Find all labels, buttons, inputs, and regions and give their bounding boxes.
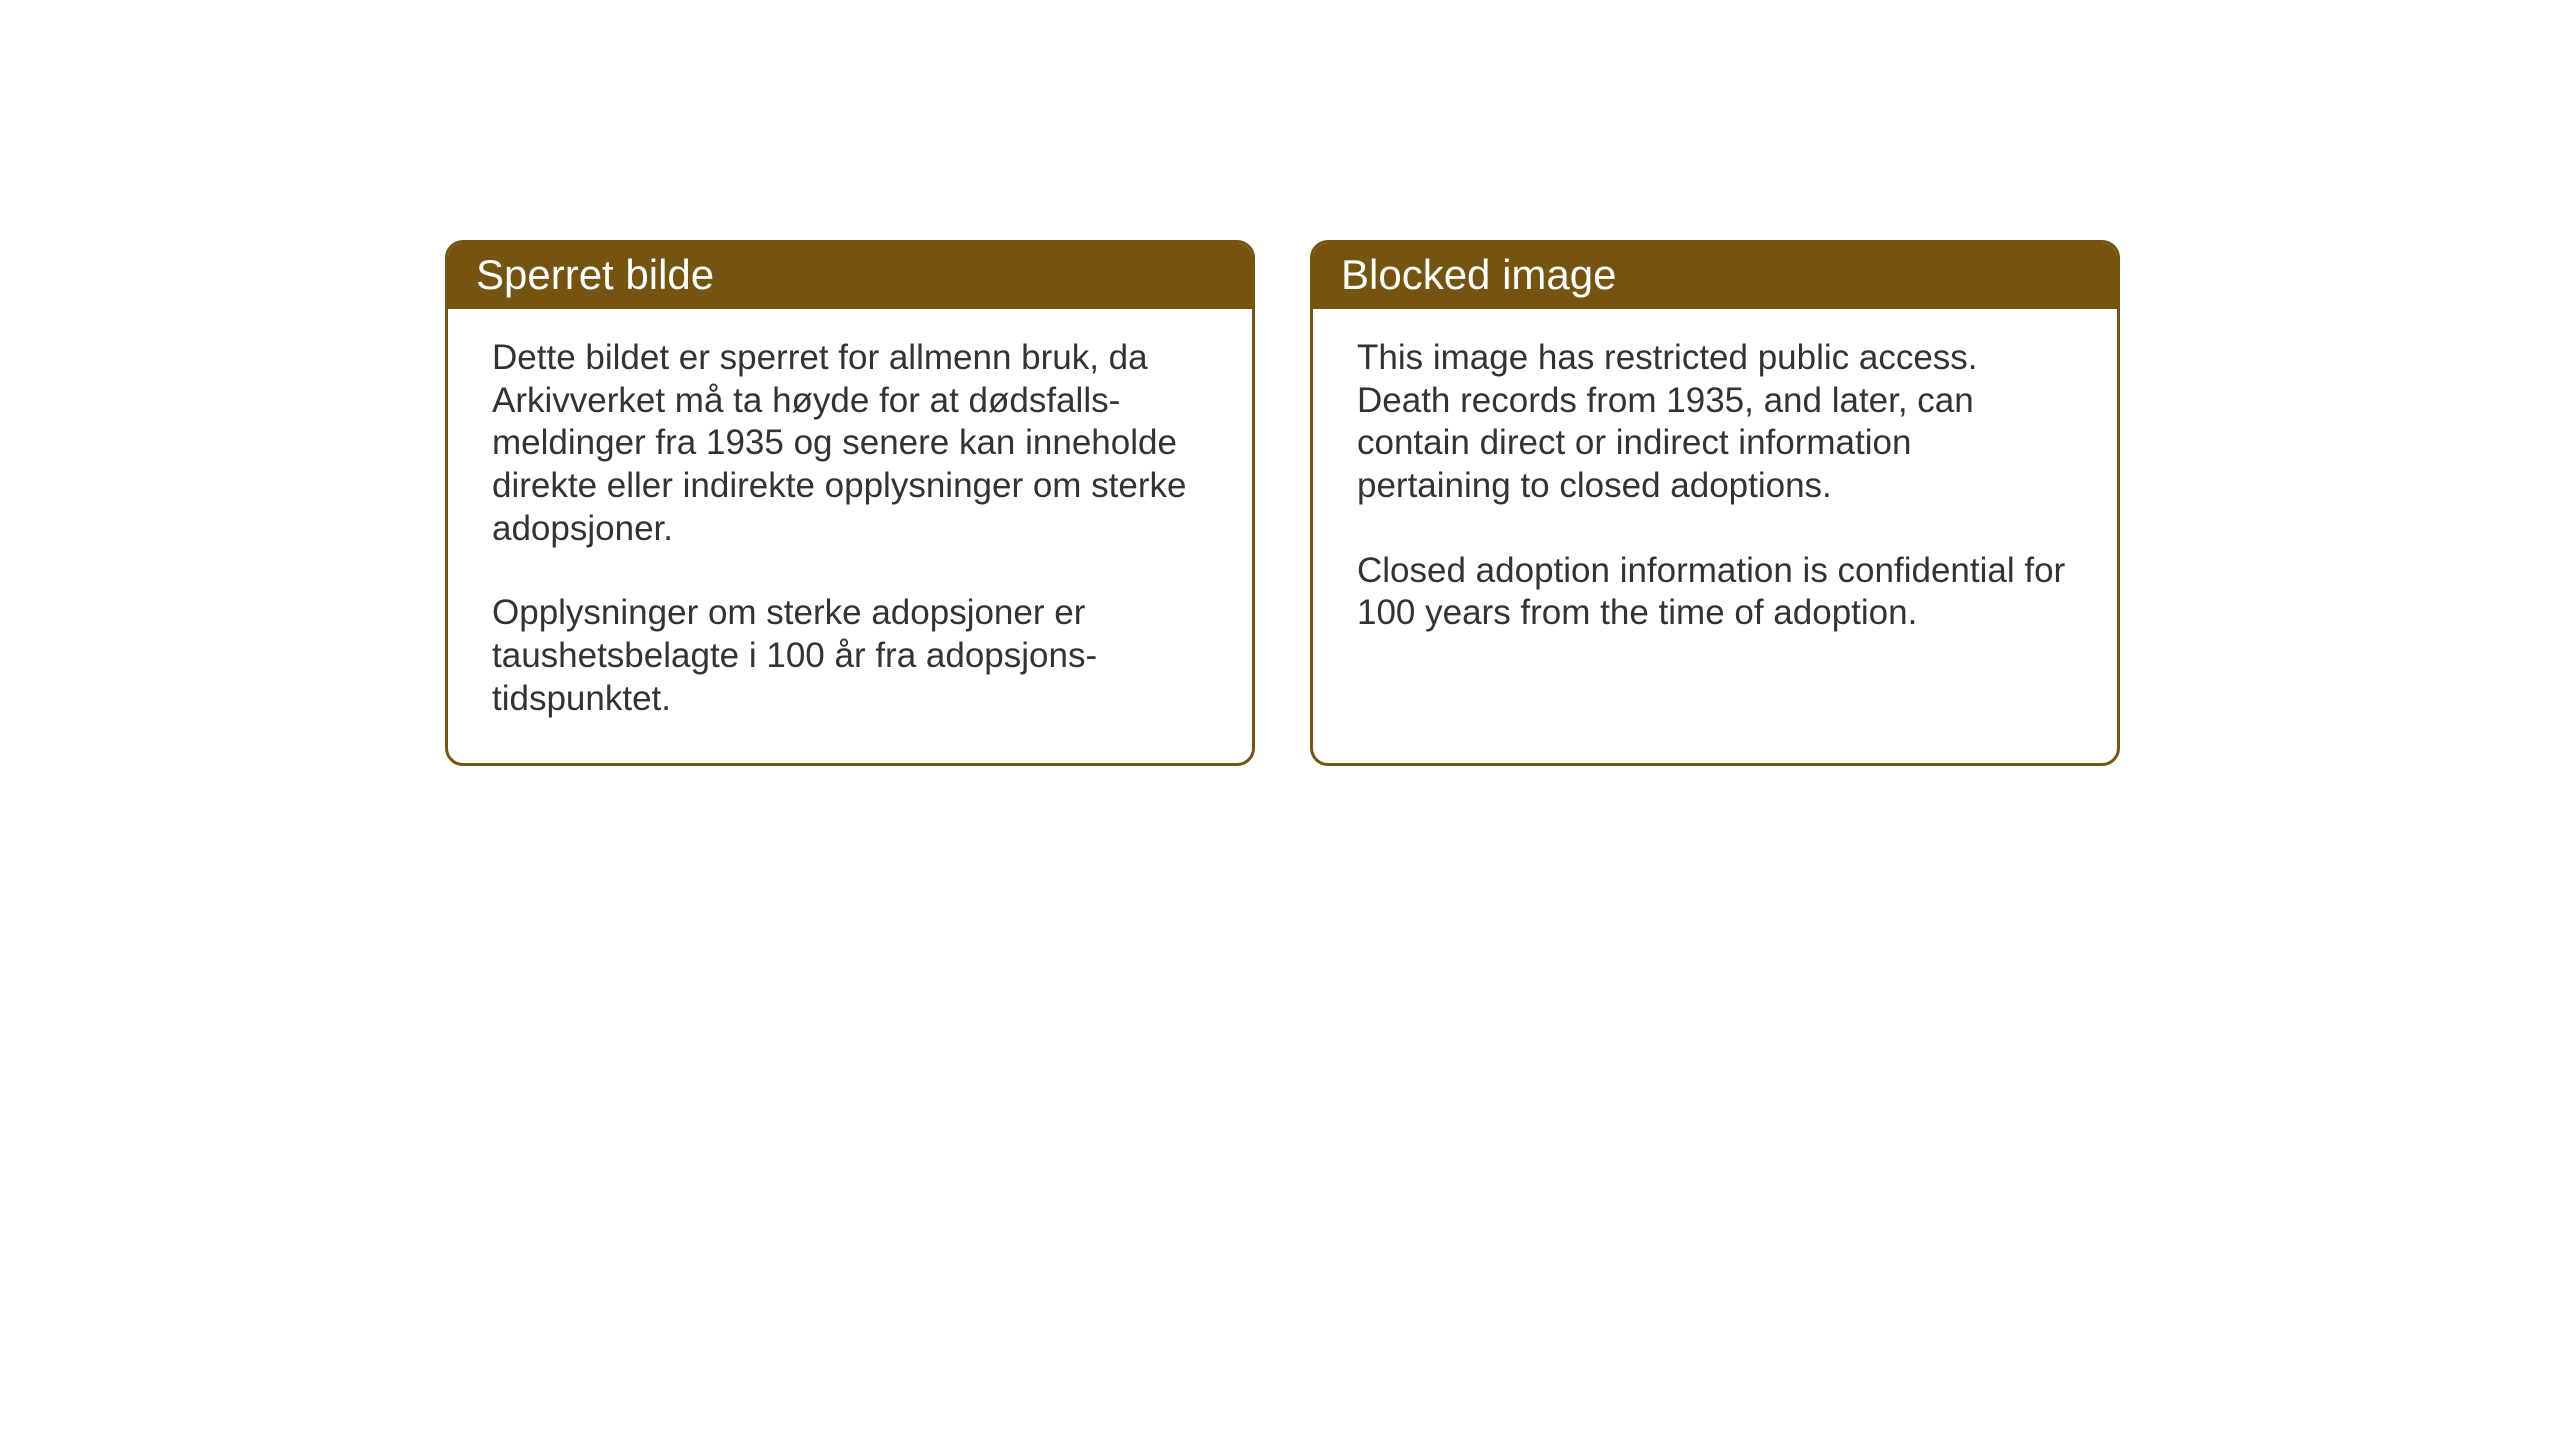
notice-cards-container: Sperret bilde Dette bildet er sperret fo… [445, 240, 2120, 766]
card-title: Sperret bilde [476, 251, 714, 298]
card-paragraph: Closed adoption information is confident… [1357, 550, 2073, 635]
card-paragraph: Dette bildet er sperret for allmenn bruk… [492, 337, 1208, 550]
card-header-norwegian: Sperret bilde [448, 243, 1252, 309]
card-paragraph: Opplysninger om sterke adopsjoner er tau… [492, 592, 1208, 720]
card-paragraph: This image has restricted public access.… [1357, 337, 2073, 508]
card-body-english: This image has restricted public access.… [1313, 309, 2117, 677]
notice-card-norwegian: Sperret bilde Dette bildet er sperret fo… [445, 240, 1255, 766]
card-header-english: Blocked image [1313, 243, 2117, 309]
card-title: Blocked image [1341, 251, 1616, 298]
notice-card-english: Blocked image This image has restricted … [1310, 240, 2120, 766]
card-body-norwegian: Dette bildet er sperret for allmenn bruk… [448, 309, 1252, 763]
